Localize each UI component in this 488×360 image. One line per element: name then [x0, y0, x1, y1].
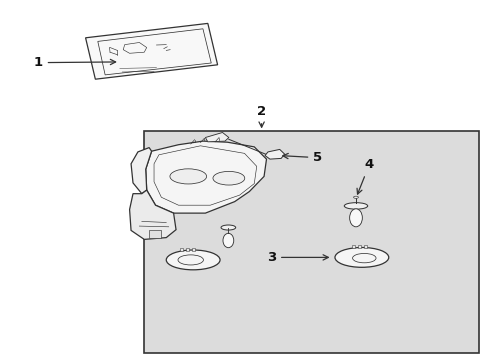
Ellipse shape — [353, 196, 358, 198]
Bar — [363, 245, 366, 248]
Bar — [351, 245, 354, 248]
Ellipse shape — [213, 171, 244, 185]
Bar — [357, 245, 360, 248]
Ellipse shape — [221, 225, 235, 230]
Text: 4: 4 — [356, 158, 373, 194]
Bar — [180, 248, 183, 251]
Ellipse shape — [166, 250, 220, 270]
Text: 5: 5 — [283, 151, 322, 164]
Polygon shape — [205, 132, 228, 142]
Ellipse shape — [170, 169, 206, 184]
Ellipse shape — [349, 209, 362, 227]
Bar — [191, 248, 194, 251]
Bar — [149, 230, 161, 238]
Polygon shape — [264, 149, 284, 159]
Polygon shape — [145, 141, 266, 213]
Bar — [144, 131, 478, 353]
Ellipse shape — [344, 203, 367, 209]
Text: 3: 3 — [266, 251, 327, 264]
Text: 1: 1 — [34, 56, 115, 69]
Ellipse shape — [223, 233, 233, 248]
Ellipse shape — [334, 248, 388, 267]
Polygon shape — [131, 148, 151, 194]
Text: 2: 2 — [257, 105, 265, 127]
Polygon shape — [129, 190, 176, 239]
Bar — [185, 248, 188, 251]
Polygon shape — [85, 23, 217, 79]
